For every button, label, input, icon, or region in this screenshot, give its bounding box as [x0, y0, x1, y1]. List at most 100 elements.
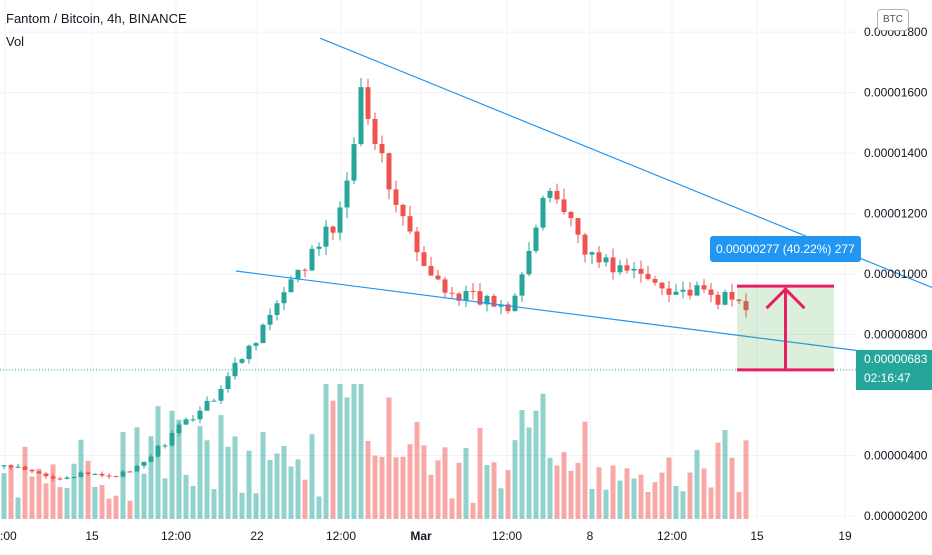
candle-down: [428, 256, 434, 276]
candle-down: [743, 293, 749, 318]
candle-down: [127, 470, 133, 473]
current-price-label: 0.00000683 02:16:47: [856, 350, 932, 390]
volume-bar: [624, 468, 630, 519]
volume-bar: [414, 421, 420, 519]
candle-down: [729, 283, 735, 307]
volume-bar: [372, 455, 378, 519]
volume-bar: [99, 484, 105, 519]
candle-up: [309, 245, 315, 272]
volume-bar: [449, 498, 455, 519]
volume-bar: [435, 460, 441, 519]
volume-bar: [505, 470, 511, 519]
candle-up: [253, 341, 259, 351]
candle-up: [71, 476, 77, 479]
candle-up: [176, 421, 182, 437]
volume-bar: [491, 462, 497, 519]
volume-bars: [1, 384, 749, 519]
volume-bar: [498, 488, 504, 519]
candle-down: [57, 476, 63, 481]
candle-down: [666, 280, 672, 303]
price-axis[interactable]: 0.000018000.000016000.000014000.00001200…: [864, 25, 928, 523]
volume-bar: [330, 400, 336, 519]
candle-up: [295, 269, 301, 283]
volume-bar: [582, 421, 588, 519]
volume-bar: [729, 457, 735, 519]
volume-bar: [652, 482, 658, 519]
volume-bar: [638, 474, 644, 519]
volume-bar: [645, 491, 651, 519]
volume-bar: [610, 465, 616, 519]
time-axis[interactable]: 2:00 15 12:00 22 12:00 Mar 12:00 8 12:00 15 19: [0, 529, 852, 543]
candle-up: [694, 281, 700, 296]
volume-bar: [288, 466, 294, 519]
volume-bar: [442, 447, 448, 519]
candle-up: [463, 285, 469, 307]
volume-bar: [568, 470, 574, 519]
volume-bar: [736, 491, 742, 519]
candle-down: [554, 183, 560, 204]
candle-up: [274, 300, 280, 321]
volume-bar: [225, 446, 231, 519]
volume-bar: [302, 479, 308, 519]
candle-up: [211, 398, 217, 402]
candle-down: [736, 298, 742, 305]
volume-bar: [470, 502, 476, 519]
candle-up: [358, 78, 364, 147]
candle-down: [582, 232, 588, 263]
time-tick-label: 12:00: [161, 529, 191, 543]
candle-up: [1, 464, 7, 470]
candle-up: [281, 286, 287, 311]
candle-down: [652, 276, 658, 286]
bar-countdown: 02:16:47: [864, 371, 911, 385]
symbol-title[interactable]: Fantom / Bitcoin, 4h, BINANCE: [6, 11, 187, 26]
volume-bar: [141, 473, 147, 519]
volume-bar: [547, 457, 553, 519]
volume-bar: [456, 462, 462, 519]
candle-down: [22, 465, 28, 471]
time-tick-label: 15: [85, 529, 99, 543]
price-tick-label: 0.00000200: [864, 509, 928, 523]
candle-up: [190, 415, 196, 422]
candle-up: [64, 476, 70, 480]
volume-bar: [365, 440, 371, 519]
price-tick-label: 0.00001400: [864, 146, 928, 160]
candle-up: [540, 195, 546, 231]
volume-bar: [15, 497, 21, 519]
volume-bar: [680, 491, 686, 519]
volume-bar: [400, 456, 406, 519]
volume-bar: [533, 410, 539, 519]
volume-bar: [134, 427, 140, 519]
volume-bar: [526, 427, 532, 519]
candle-up: [148, 453, 154, 463]
volume-bar: [176, 419, 182, 519]
candle-up: [267, 308, 273, 331]
candle-up: [344, 172, 350, 219]
volume-bar: [239, 492, 245, 519]
volume-bar: [743, 440, 749, 519]
volume-bar: [260, 432, 266, 519]
currency-button[interactable]: BTC: [877, 9, 909, 31]
candle-down: [50, 473, 56, 482]
volume-bar: [484, 465, 490, 519]
volume-bar: [295, 459, 301, 519]
candle-down: [470, 283, 476, 300]
time-tick-label: 19: [838, 529, 852, 543]
volume-bar: [323, 384, 329, 519]
candle-up: [337, 201, 343, 241]
volume-bar: [351, 384, 357, 519]
volume-bar: [659, 472, 665, 519]
candle-up: [519, 271, 525, 302]
volume-bar: [715, 442, 721, 519]
candle-down: [8, 463, 14, 471]
candle-up: [141, 461, 147, 469]
candle-up: [204, 396, 210, 411]
volume-bar: [57, 487, 63, 519]
volume-bar: [281, 446, 287, 519]
volume-bar: [309, 434, 315, 519]
volume-legend[interactable]: Vol: [6, 34, 25, 49]
candle-up: [15, 463, 21, 469]
candle-up: [232, 357, 238, 380]
drawings[interactable]: [0, 37, 932, 392]
